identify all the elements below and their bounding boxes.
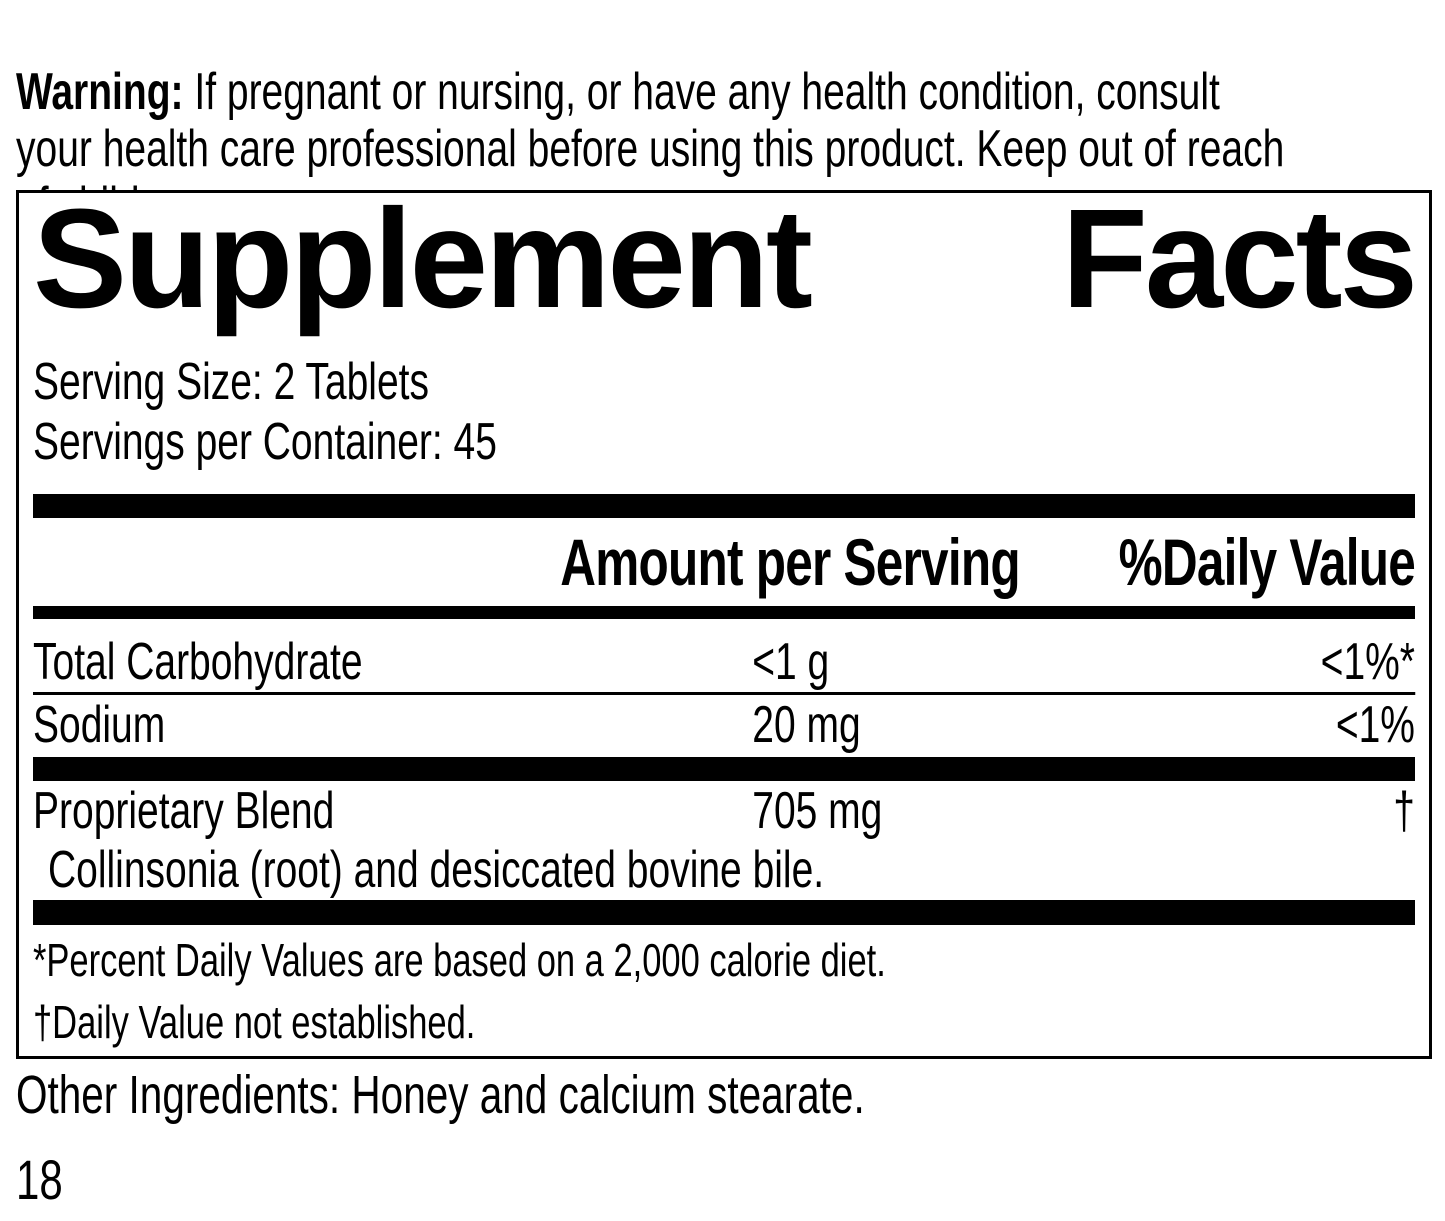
blend-ingredients-text: Collinsonia (root) and desiccated bovine… <box>48 841 825 899</box>
column-header-daily-value: %Daily Value <box>1118 525 1416 599</box>
divider-bar-under-header <box>33 606 1415 619</box>
warning-text: If pregnant or nursing, or have any heal… <box>16 63 1285 235</box>
nutrient-daily-value: † <box>1393 782 1415 840</box>
table-row-sodium: Sodium 20 mg <1% <box>33 695 1415 755</box>
other-ingredients-text: Other Ingredients: Honey and calcium ste… <box>16 1065 865 1125</box>
supplement-facts-panel: Supplement Facts Serving Size: 2 Tablets… <box>16 183 1432 1059</box>
nutrient-label: Total Carbohydrate <box>33 633 363 691</box>
warning-paragraph: Warning: If pregnant or nursing, or have… <box>16 7 1445 235</box>
column-header-row: Amount per Serving %Daily Value <box>33 518 1415 606</box>
warning-label: Warning: <box>16 63 184 121</box>
footnote-daily-value-not-established: †Daily Value not established. <box>33 996 476 1048</box>
proprietary-blend-section: Proprietary Blend 705 mg † Collinsonia (… <box>33 781 1415 899</box>
serving-info: Serving Size: 2 Tablets Servings per Con… <box>33 352 1415 472</box>
nutrient-amount: 705 mg <box>752 782 883 840</box>
nutrient-rows: Total Carbohydrate <1 g <1%* Sodium 20 m… <box>33 619 1415 755</box>
nutrient-label: Sodium <box>33 696 166 754</box>
column-header-wrap: Amount per Serving %Daily Value <box>33 518 1415 606</box>
divider-bar-mid <box>33 757 1415 781</box>
nutrient-daily-value: <1%* <box>1320 633 1415 691</box>
serving-size: Serving Size: 2 Tablets <box>33 353 429 411</box>
title-word-facts: Facts <box>1061 179 1418 337</box>
footnote-percent-daily-values: *Percent Daily Values are based on a 2,0… <box>33 934 886 986</box>
panel-title: Supplement Facts <box>33 179 1418 337</box>
table-row-proprietary-blend: Proprietary Blend 705 mg † <box>33 781 1415 841</box>
divider-bar-thick-top <box>33 494 1415 518</box>
page-number: 18 <box>16 1148 63 1211</box>
title-word-supplement: Supplement <box>33 179 813 337</box>
footnotes: *Percent Daily Values are based on a 2,0… <box>33 929 1415 1053</box>
nutrient-label: Proprietary Blend <box>33 782 335 840</box>
nutrient-amount: <1 g <box>752 633 830 691</box>
divider-bar-bottom <box>33 900 1415 925</box>
column-header-amount: Amount per Serving <box>560 525 1020 599</box>
nutrient-daily-value: <1% <box>1335 696 1415 754</box>
table-row-total-carbohydrate: Total Carbohydrate <1 g <1%* <box>33 619 1415 695</box>
nutrient-amount: 20 mg <box>752 696 861 754</box>
servings-per-container: Servings per Container: 45 <box>33 413 497 471</box>
